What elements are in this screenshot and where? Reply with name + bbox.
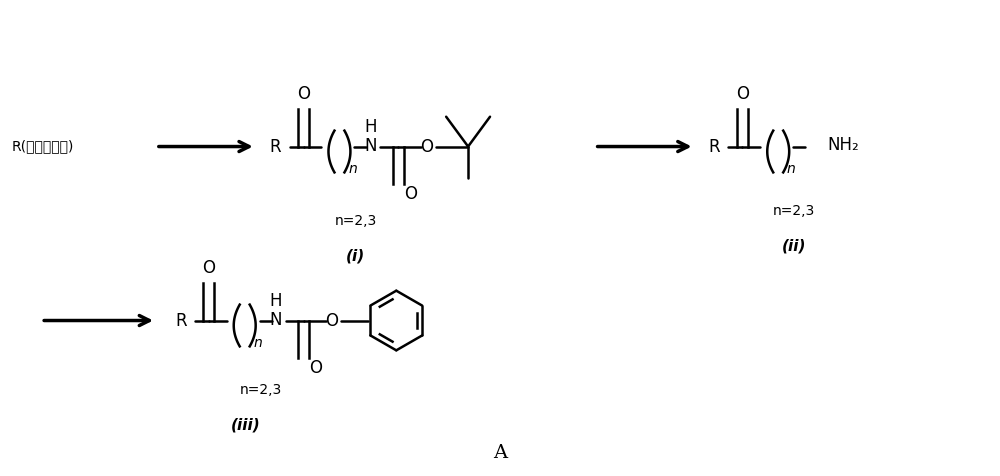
Text: NH₂: NH₂ — [827, 136, 859, 154]
Text: O: O — [297, 85, 310, 103]
Text: H: H — [269, 292, 282, 309]
Text: O: O — [404, 185, 417, 203]
Text: n: n — [348, 162, 357, 177]
Text: R: R — [709, 138, 720, 156]
Text: R: R — [270, 138, 281, 156]
Text: O: O — [325, 311, 338, 329]
Text: N: N — [364, 137, 377, 155]
Text: R(胺类化合物): R(胺类化合物) — [11, 139, 74, 154]
Text: n=2,3: n=2,3 — [773, 204, 815, 218]
Text: (ii): (ii) — [782, 238, 806, 253]
Text: (i): (i) — [346, 248, 365, 263]
Text: n=2,3: n=2,3 — [240, 383, 282, 397]
Text: A: A — [493, 444, 507, 462]
Text: O: O — [309, 359, 322, 377]
Text: (iii): (iii) — [231, 417, 261, 432]
Text: n: n — [253, 337, 262, 350]
Text: O: O — [420, 138, 433, 156]
Text: n=2,3: n=2,3 — [334, 214, 377, 228]
Text: O: O — [736, 85, 749, 103]
Text: n: n — [787, 162, 796, 177]
Text: N: N — [269, 310, 282, 328]
Text: R: R — [175, 311, 187, 329]
Text: O: O — [202, 259, 215, 277]
Text: H: H — [364, 118, 377, 136]
